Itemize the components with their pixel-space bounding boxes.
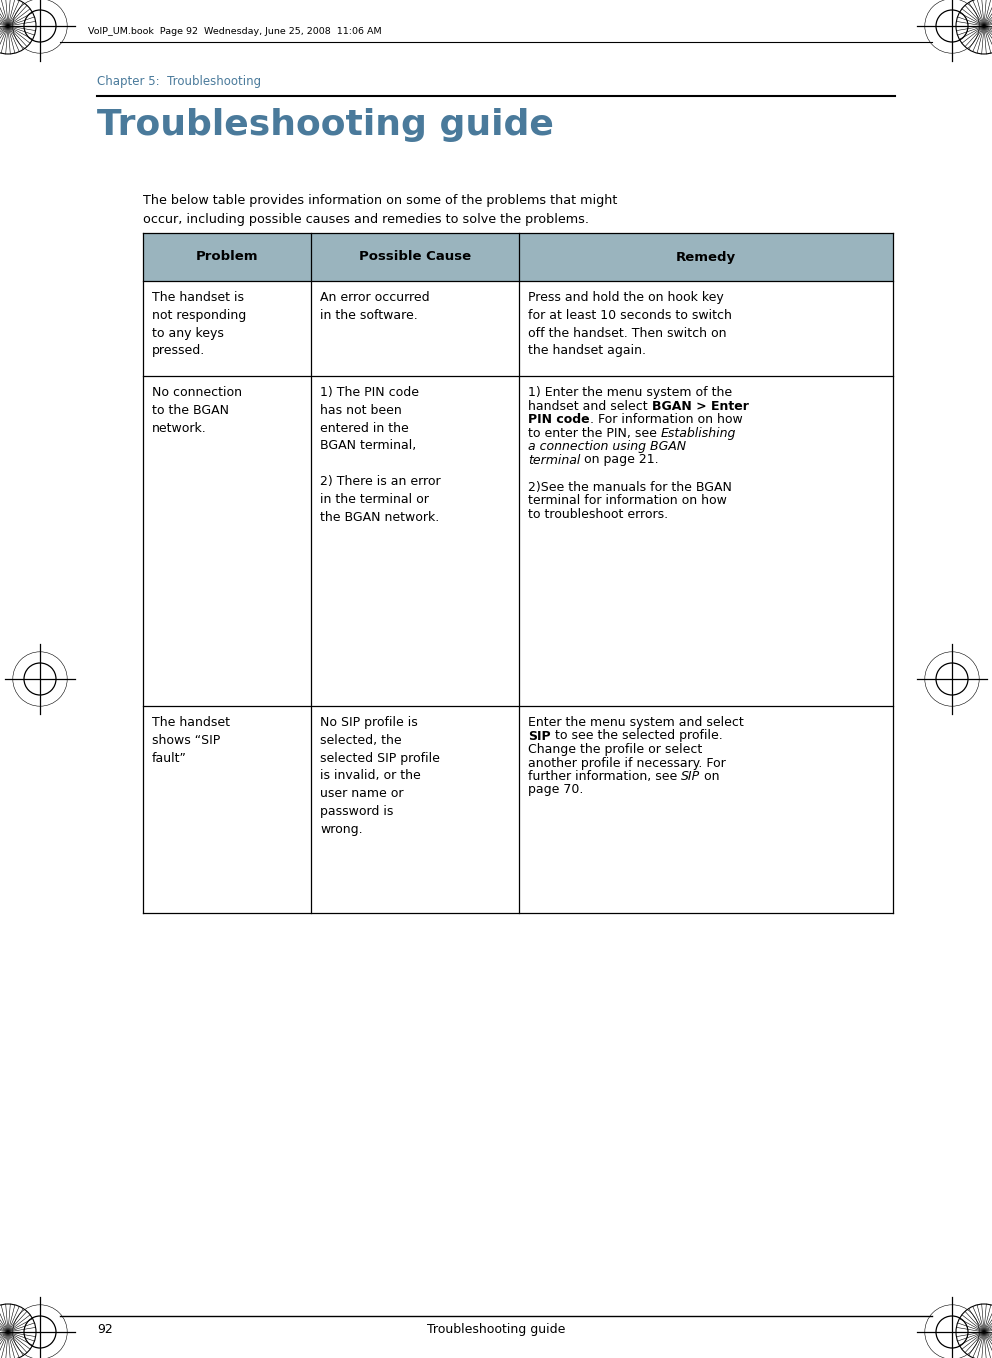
Text: Problem: Problem (195, 250, 258, 263)
Bar (143, 234, 893, 281)
Text: to enter the PIN, see: to enter the PIN, see (528, 426, 661, 440)
Text: another profile if necessary. For: another profile if necessary. For (528, 756, 726, 770)
Text: on: on (700, 770, 720, 784)
Text: The handset is
not responding
to any keys
pressed.: The handset is not responding to any key… (152, 291, 246, 357)
Text: PIN code: PIN code (528, 413, 589, 426)
Text: No SIP profile is
selected, the
selected SIP profile
is invalid, or the
user nam: No SIP profile is selected, the selected… (320, 716, 439, 835)
Text: BGAN > Enter: BGAN > Enter (652, 399, 749, 413)
Text: SIP: SIP (682, 770, 700, 784)
Text: handset and select: handset and select (528, 399, 652, 413)
Text: Enter the menu system and select: Enter the menu system and select (528, 716, 744, 729)
Text: VoIP_UM.book  Page 92  Wednesday, June 25, 2008  11:06 AM: VoIP_UM.book Page 92 Wednesday, June 25,… (88, 27, 382, 37)
Text: Establishing: Establishing (661, 426, 736, 440)
Text: Chapter 5:  Troubleshooting: Chapter 5: Troubleshooting (97, 75, 261, 88)
Text: Troubleshooting guide: Troubleshooting guide (97, 109, 554, 143)
Text: . For information on how: . For information on how (589, 413, 742, 426)
Text: SIP: SIP (528, 729, 551, 743)
Text: Change the profile or select: Change the profile or select (528, 743, 702, 756)
Text: 1) Enter the menu system of the: 1) Enter the menu system of the (528, 386, 732, 399)
Text: No connection
to the BGAN
network.: No connection to the BGAN network. (152, 386, 242, 435)
Text: to see the selected profile.: to see the selected profile. (551, 729, 722, 743)
Text: terminal: terminal (528, 454, 580, 467)
Text: terminal for information on how: terminal for information on how (528, 494, 727, 507)
Text: Troubleshooting guide: Troubleshooting guide (427, 1323, 565, 1336)
Text: a connection using BGAN: a connection using BGAN (528, 440, 686, 454)
Text: 1) The PIN code
has not been
entered in the
BGAN terminal,

2) There is an error: 1) The PIN code has not been entered in … (320, 386, 440, 524)
Text: Press and hold the on hook key
for at least 10 seconds to switch
off the handset: Press and hold the on hook key for at le… (528, 291, 732, 357)
Text: on page 21.: on page 21. (580, 454, 659, 467)
Text: page 70.: page 70. (528, 784, 583, 797)
Text: further information, see: further information, see (528, 770, 682, 784)
Text: The below table provides information on some of the problems that might: The below table provides information on … (143, 194, 617, 206)
Text: 92: 92 (97, 1323, 113, 1336)
Text: Possible Cause: Possible Cause (359, 250, 471, 263)
Text: to troubleshoot errors.: to troubleshoot errors. (528, 508, 669, 520)
Text: Remedy: Remedy (676, 250, 736, 263)
Text: An error occurred
in the software.: An error occurred in the software. (320, 291, 430, 322)
Text: The handset
shows “SIP
fault”: The handset shows “SIP fault” (152, 716, 230, 765)
Text: occur, including possible causes and remedies to solve the problems.: occur, including possible causes and rem… (143, 213, 589, 225)
Text: 2)See the manuals for the BGAN: 2)See the manuals for the BGAN (528, 481, 732, 493)
